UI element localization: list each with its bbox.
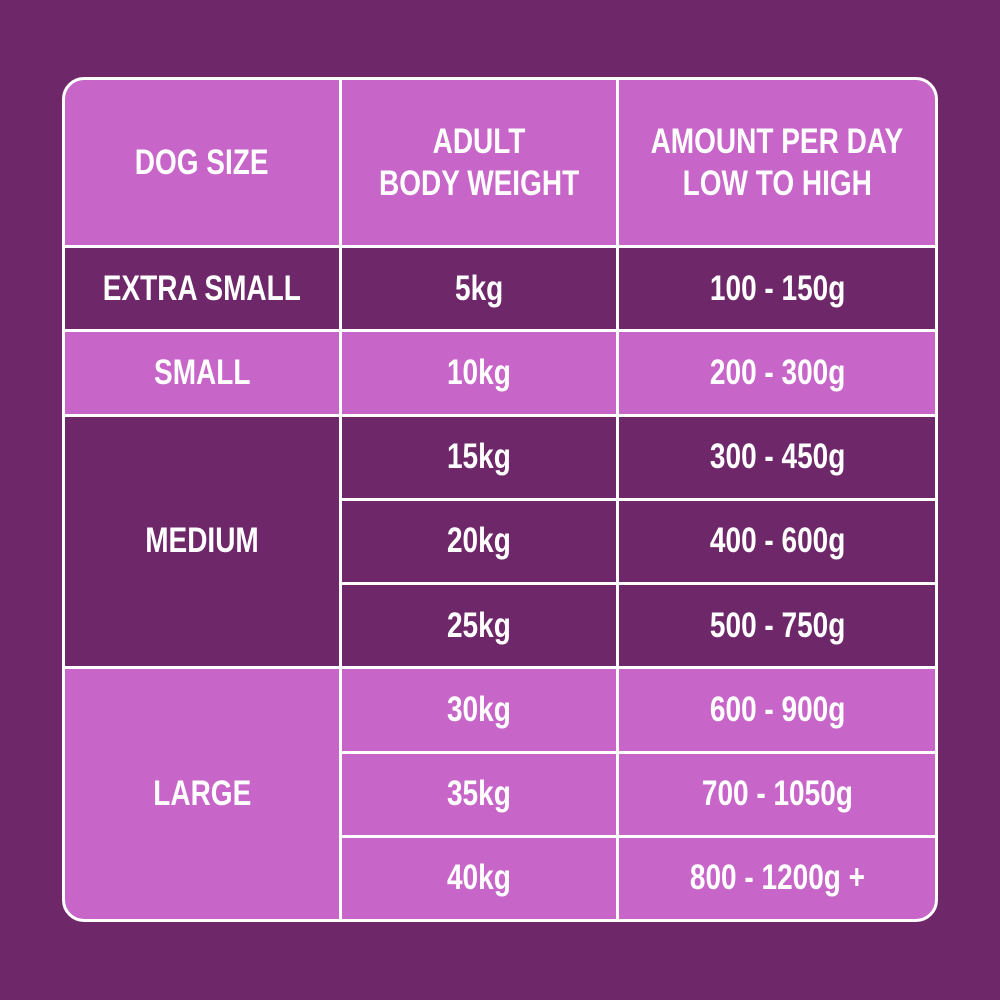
cell-text: 35kg [447,774,512,814]
amount-cell: 600 - 900g [619,669,935,751]
cell-text: 20kg [447,521,512,561]
feeding-table: DOG SIZE ADULT BODY WEIGHT AMOUNT PER DAY LO… [62,77,938,922]
cell-text: 200 - 300g [709,352,845,392]
amount-cell: 100 - 150g [619,248,935,330]
amount-cell: 700 - 1050g [619,753,935,835]
size-cell: MEDIUM [65,416,340,667]
cell-text: 500 - 750g [709,605,845,645]
weight-cell: 15kg [342,416,617,498]
cell-text: 10kg [447,352,512,392]
weight-cell: 25kg [342,585,617,667]
amount-cell: 500 - 750g [619,585,935,667]
weight-cell: 30kg [342,669,617,751]
cell-text: LOW TO HIGH [682,163,872,203]
cell-text: 15kg [447,437,512,477]
weight-cell: 5kg [342,248,617,330]
cell-text: 800 - 1200g + [689,858,865,898]
size-cell: SMALL [65,332,340,414]
header-cell: DOG SIZE [65,80,340,245]
cell-text: 40kg [447,858,512,898]
cell-text: EXTRA SMALL [103,268,302,308]
weight-cell: 20kg [342,500,617,582]
size-cell: EXTRA SMALL [65,248,340,330]
cell-text: SMALL [153,352,251,392]
cell-text: AMOUNT PER DAY [650,121,904,161]
header-cell: ADULT BODY WEIGHT [342,80,617,245]
cell-text: DOG SIZE [135,142,269,182]
cell-text: ADULT [432,121,526,161]
cell-text: 5kg [455,268,504,308]
cell-text: LARGE [153,774,252,814]
cell-text: 100 - 150g [709,268,845,308]
amount-cell: 800 - 1200g + [619,837,935,919]
amount-cell: 400 - 600g [619,500,935,582]
amount-cell: 300 - 450g [619,416,935,498]
cell-text: 30kg [447,689,512,729]
weight-cell: 35kg [342,753,617,835]
cell-text: BODY WEIGHT [379,163,580,203]
cell-text: MEDIUM [145,521,259,561]
cell-text: 700 - 1050g [701,774,853,814]
cell-text: 300 - 450g [709,437,845,477]
cell-text: 25kg [447,605,512,645]
header-cell: AMOUNT PER DAY LOW TO HIGH [619,80,935,245]
weight-cell: 40kg [342,837,617,919]
cell-text: 400 - 600g [709,521,845,561]
amount-cell: 200 - 300g [619,332,935,414]
cell-text: 600 - 900g [709,689,845,729]
size-cell: LARGE [65,669,340,919]
weight-cell: 10kg [342,332,617,414]
